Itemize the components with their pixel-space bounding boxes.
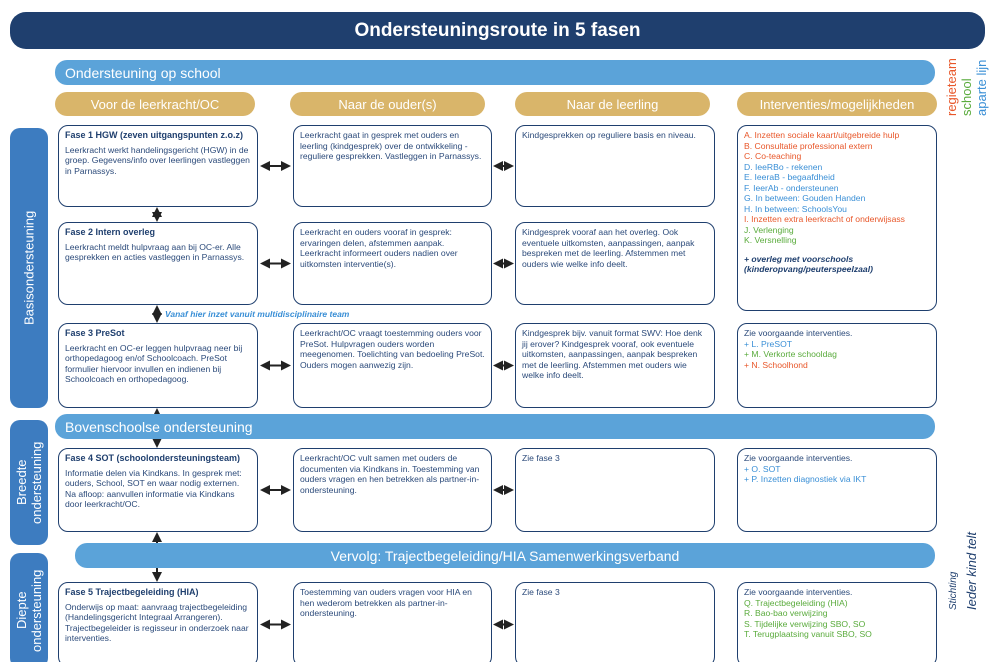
intervention-item: + O. SOT (744, 463, 781, 474)
phase-teacher: Fase 1 HGW (zeven uitgangspunten z.o.z) L… (58, 125, 258, 207)
phase-teacher: Fase 2 Intern overleg Leerkracht meldt hu… (58, 222, 258, 305)
interventions: A. Inzetten sociale kaart/uitgebreide hu… (737, 125, 937, 311)
logo-text: Ieder kind telt (964, 531, 979, 610)
intervention-item: F. IeerAb - ondersteunen (744, 182, 839, 193)
intervention-item: H. In between: SchoolsYou (744, 203, 847, 214)
phase-text: Informatie delen via Kindkans. In gespre… (65, 467, 242, 510)
column-header: Interventies/mogelijkheden (737, 92, 937, 116)
phase-title: Fase 2 Intern overleg (65, 227, 156, 237)
phase-pupil: Kindgesprekken op reguliere basis en niv… (515, 125, 715, 207)
intro: Zie voorgaande interventies. (744, 328, 853, 338)
logo-text: Stichting (948, 571, 959, 610)
interventions: Zie voorgaande interventies. + O. SOT + P.… (737, 448, 937, 532)
intervention-item: + N. Schoolhond (744, 359, 808, 370)
legend-item: school (959, 78, 974, 116)
phase-pupil: Zie fase 3 (515, 448, 715, 532)
intervention-note: + overleg met voorschools (kinderopvang/… (744, 253, 873, 275)
legend-item: aparte lijn (974, 59, 989, 116)
column-header: Naar de ouder(s) (290, 92, 485, 116)
intervention-item: G. In between: Gouden Handen (744, 193, 866, 203)
interventions: Zie voorgaande interventies. Q. Trajectbe… (737, 582, 937, 662)
title: Ondersteuningsroute in 5 fasen (10, 12, 985, 49)
phase-pupil: Kindgesprek bijv. vanuit format SWV: Hoe… (515, 323, 715, 408)
intro: Zie voorgaande interventies. (744, 587, 853, 597)
intervention-item: + M. Verkorte schooldag (744, 349, 837, 359)
phase-pupil: Zie fase 3 (515, 582, 715, 662)
intervention-item: C. Co-teaching (744, 151, 802, 161)
phase-parents: Leerkracht/OC vult samen met ouders de d… (293, 448, 492, 532)
phase-title: Fase 4 SOT (schoolondersteuningsteam) (65, 453, 241, 463)
level-label: Breedte ondersteuning (10, 420, 48, 545)
phase-teacher: Fase 4 SOT (schoolondersteuningsteam) Inf… (58, 448, 258, 532)
intervention-item: K. Versnelling (744, 235, 797, 245)
level-label: Diepte ondersteuning (10, 553, 48, 662)
intervention-item: Q. Trajectbegeleiding (HIA) (744, 597, 848, 608)
level-label: Basisondersteuning (10, 128, 48, 408)
intervention-item: D. IeeRBo - rekenen (744, 161, 823, 172)
intervention-item: B. Consultatie professional extern (744, 140, 873, 151)
intervention-item: A. Inzetten sociale kaart/uitgebreide hu… (744, 130, 900, 140)
phase-pupil: Kindgesprek vooraf aan het overleg. Ook … (515, 222, 715, 305)
intervention-item: R. Bao-bao verwijzing (744, 608, 828, 618)
intervention-item: I. Inzetten extra leerkracht of onderwij… (744, 214, 905, 224)
interventions: Zie voorgaande interventies. + L. PreSOT +… (737, 323, 937, 408)
intervention-item: S. Tijdelijke verwijzing SBO, SO (744, 618, 866, 629)
band: Vervolg: Trajectbegeleiding/HIA Samenwer… (75, 543, 935, 568)
intro: Zie voorgaande interventies. (744, 453, 853, 463)
phase-title: Fase 1 HGW (zeven uitgangspunten z.o.z) (65, 130, 244, 140)
phase-parents: Toestemming van ouders vragen voor HIA e… (293, 582, 492, 662)
phase-text: Leerkracht en OC-er leggen hulpvraag nee… (65, 342, 243, 385)
band: Bovenschoolse ondersteuning (55, 414, 935, 439)
intervention-item: + P. Inzetten diagnostiek via IKT (744, 474, 867, 484)
band: Ondersteuning op school (55, 60, 935, 85)
phase-text: Leerkracht werkt handelingsgericht (HGW)… (65, 144, 250, 176)
intervention-item: E. IeeraB - begaafdheid (744, 172, 835, 182)
column-header: Voor de leerkracht/OC (55, 92, 255, 116)
note: Vanaf hier inzet vanuit multidisciplinai… (165, 309, 350, 319)
phase-parents: Leerkracht gaat in gesprek met ouders en… (293, 125, 492, 207)
column-header: Naar de leerling (515, 92, 710, 116)
phase-teacher: Fase 3 PreSot Leerkracht en OC-er leggen … (58, 323, 258, 408)
legend-item: regieteam (944, 58, 959, 116)
phase-text: Onderwijs op maat: aanvraag trajectbegel… (65, 601, 249, 644)
intervention-item: T. Terugplaatsing vanuit SBO, SO (744, 629, 872, 639)
phase-parents: Leerkracht en ouders vooraf in gesprek: … (293, 222, 492, 305)
intervention-item: + L. PreSOT (744, 338, 792, 349)
phase-teacher: Fase 5 Trajectbegeleiding (HIA) Onderwijs… (58, 582, 258, 662)
phase-parents: Leerkracht/OC vraagt toestemming ouders … (293, 323, 492, 408)
phase-title: Fase 5 Trajectbegeleiding (HIA) (65, 587, 199, 597)
phase-text: Leerkracht meldt hulpvraag aan bij OC-er… (65, 241, 245, 263)
intervention-item: J. Verlenging (744, 224, 794, 235)
phase-title: Fase 3 PreSot (65, 328, 125, 338)
